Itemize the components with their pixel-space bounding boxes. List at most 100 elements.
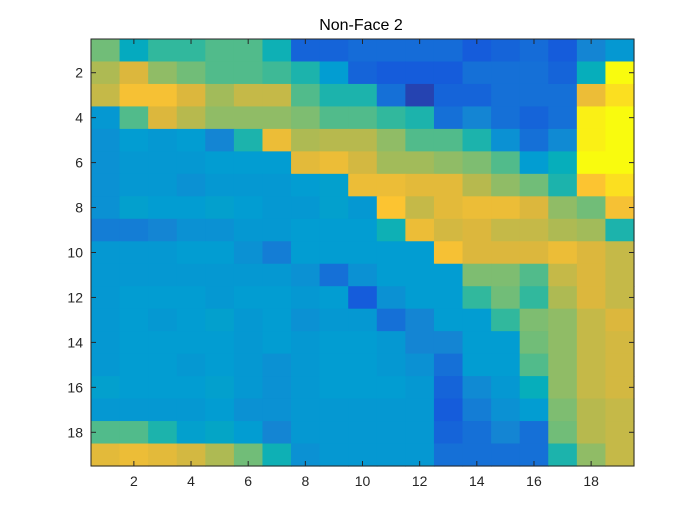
heatmap-cell [91,39,121,63]
heatmap-cell [205,376,235,400]
heatmap-cell [91,106,121,130]
heatmap-cell [262,308,292,332]
heatmap-cell [262,39,292,63]
heatmap-cell [405,376,435,400]
heatmap-cell [519,83,549,108]
x-tick-label: 14 [469,473,485,489]
y-tick-label: 10 [67,245,83,261]
heatmap-cell [291,106,321,130]
heatmap-cell [576,331,607,355]
heatmap-cell [376,151,406,175]
heatmap-cell [491,61,521,85]
heatmap-cell [205,308,235,332]
heatmap-cell [491,308,521,332]
heatmap-cell [91,286,121,310]
heatmap-cell [205,173,235,197]
heatmap-cell [519,398,549,422]
heatmap-cell [519,353,549,377]
heatmap-cell [462,286,492,310]
heatmap-cell [491,398,521,422]
heatmap-cell [262,443,292,467]
heatmap-cell [233,308,264,332]
heatmap-cell [405,218,435,242]
heatmap-cell [462,106,492,130]
heatmap-cell [405,61,435,85]
heatmap-cell [348,196,378,220]
heatmap-cell [148,106,178,130]
heatmap-cell [605,286,635,310]
heatmap-cell [205,263,235,287]
heatmap-cell [119,196,149,220]
heatmap-cell [576,308,607,332]
heatmap-cell [519,241,549,265]
heatmap-cell [348,173,378,197]
heatmap-cell [433,241,464,265]
heatmap-cell [348,421,378,445]
heatmap-cell [405,173,435,197]
heatmap-cell [176,241,206,265]
heatmap-cell [205,196,235,220]
heatmap-cell [491,218,521,242]
heatmap-cell [291,398,321,422]
heatmap-cell [462,83,492,108]
heatmap-cell [605,241,635,265]
heatmap-cell [319,241,349,265]
heatmap-cell [462,151,492,175]
y-tick-label: 16 [67,379,83,395]
heatmap-cell [348,106,378,130]
heatmap-cell [119,421,149,445]
heatmap-cell [405,39,435,63]
heatmap-cell [176,61,206,85]
heatmap-cell [433,308,464,332]
heatmap-cell [462,241,492,265]
heatmap-cell [491,39,521,63]
heatmap-cell [519,196,549,220]
heatmap-cell [576,353,607,377]
heatmap-cell [233,241,264,265]
heatmap-cell [91,173,121,197]
heatmap-cell [491,151,521,175]
heatmap-cell [519,218,549,242]
heatmap-cell [376,39,406,63]
heatmap-cell [262,331,292,355]
heatmap-cell [462,173,492,197]
heatmap-cell [148,241,178,265]
heatmap-cell [576,83,607,108]
x-tick-label: 10 [355,473,371,489]
heatmap-cell [376,331,406,355]
heatmap-cell [548,83,578,108]
heatmap-cell [205,39,235,63]
heatmap-cell [148,218,178,242]
heatmap-cell [462,308,492,332]
heatmap-cell [91,61,121,85]
heatmap-cell [233,398,264,422]
heatmap-cell [262,196,292,220]
heatmap-cell [519,331,549,355]
heatmap-cell [376,196,406,220]
heatmap-cell [319,61,349,85]
heatmap-cell [119,218,149,242]
heatmap-cell [519,61,549,85]
heatmap-cell [148,353,178,377]
heatmap-cell [148,398,178,422]
y-tick-label: 8 [75,200,83,216]
y-tick-label: 6 [75,155,83,171]
heatmap-cell [91,218,121,242]
heatmap-cell [491,376,521,400]
heatmap-cell [291,308,321,332]
heatmap-cell [548,353,578,377]
heatmap-cell [433,286,464,310]
heatmap-cell [91,83,121,108]
heatmap-cell [291,83,321,108]
heatmap-cell [233,39,264,63]
heatmap-cell [319,218,349,242]
heatmap-cell [348,151,378,175]
heatmap-cell [491,443,521,467]
x-tick-label: 4 [187,473,195,489]
heatmap-cell [233,128,264,152]
heatmap-cell [176,443,206,467]
heatmap-cell [519,173,549,197]
heatmap-cell [119,376,149,400]
heatmap-cell [405,128,435,152]
